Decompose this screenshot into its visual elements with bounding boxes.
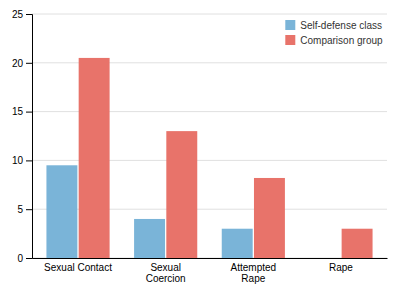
bar-series	[46, 165, 252, 258]
y-tick: 20	[12, 58, 32, 69]
tick-label: 15	[12, 106, 24, 117]
y-tick: 0	[17, 253, 32, 264]
tick-label: 0	[17, 253, 23, 264]
legend-label: Self-defense class	[300, 20, 382, 31]
x-tick: SexualCoercion	[146, 258, 186, 284]
tick-label: Rape	[329, 262, 353, 273]
tick-label: 25	[12, 9, 24, 20]
tick-label-line: Attempted	[231, 262, 277, 273]
bar	[79, 58, 110, 258]
y-tick: 10	[12, 155, 32, 166]
legend-item: Self-defense class	[285, 20, 382, 31]
tick-label: SexualCoercion	[146, 262, 186, 284]
plot-area: 0 5 10 15 20 25 Sexual Contact SexualCoercion At…	[12, 9, 388, 284]
tick-label: 20	[12, 58, 24, 69]
bar	[166, 131, 197, 258]
bar	[342, 229, 373, 258]
tick-label-line: Sexual	[150, 262, 181, 273]
tick-mark	[26, 63, 32, 64]
x-tick: Sexual Contact	[44, 258, 112, 273]
legend: Self-defense class Comparison group	[285, 20, 383, 46]
tick-mark	[26, 160, 32, 161]
y-tick: 5	[17, 204, 32, 215]
bar	[254, 178, 285, 258]
axis-line	[26, 15, 33, 259]
bar	[134, 219, 165, 258]
tick-mark	[26, 112, 32, 113]
legend-label: Comparison group	[300, 35, 383, 46]
x-tick: AttemptedRape	[231, 258, 277, 284]
y-tick: 15	[12, 106, 32, 117]
axis-line	[33, 258, 388, 259]
tick-label-line: Rape	[241, 273, 265, 284]
tick-label-line: Coercion	[146, 273, 186, 284]
tick-label: Sexual Contact	[44, 262, 112, 273]
tick-label-line: Sexual Contact	[44, 262, 112, 273]
chart-svg: 0 5 10 15 20 25 Sexual Contact SexualCoercion At…	[0, 0, 399, 296]
tick-mark	[26, 258, 32, 259]
bar-series	[79, 58, 373, 258]
grid	[32, 14, 387, 258]
chart-container: 0 5 10 15 20 25 Sexual Contact SexualCoercion At…	[0, 0, 399, 296]
bar	[309, 258, 340, 259]
tick-label-line: Rape	[329, 262, 353, 273]
legend-swatch	[285, 20, 295, 30]
y-axis: 0 5 10 15 20 25	[12, 9, 33, 264]
bar	[222, 229, 253, 258]
x-tick: Rape	[329, 258, 353, 273]
x-axis: Sexual ContactSexualCoercionAttemptedRap…	[33, 258, 388, 284]
bars	[46, 58, 372, 258]
bar	[46, 165, 77, 258]
tick-mark	[26, 209, 32, 210]
grid-line	[32, 14, 387, 15]
tick-label: 10	[12, 155, 24, 166]
tick-label: 5	[17, 204, 23, 215]
legend-swatch	[285, 35, 295, 45]
tick-label: AttemptedRape	[231, 262, 277, 284]
y-tick: 25	[12, 9, 32, 20]
legend-item: Comparison group	[285, 35, 383, 46]
tick-mark	[26, 14, 32, 15]
